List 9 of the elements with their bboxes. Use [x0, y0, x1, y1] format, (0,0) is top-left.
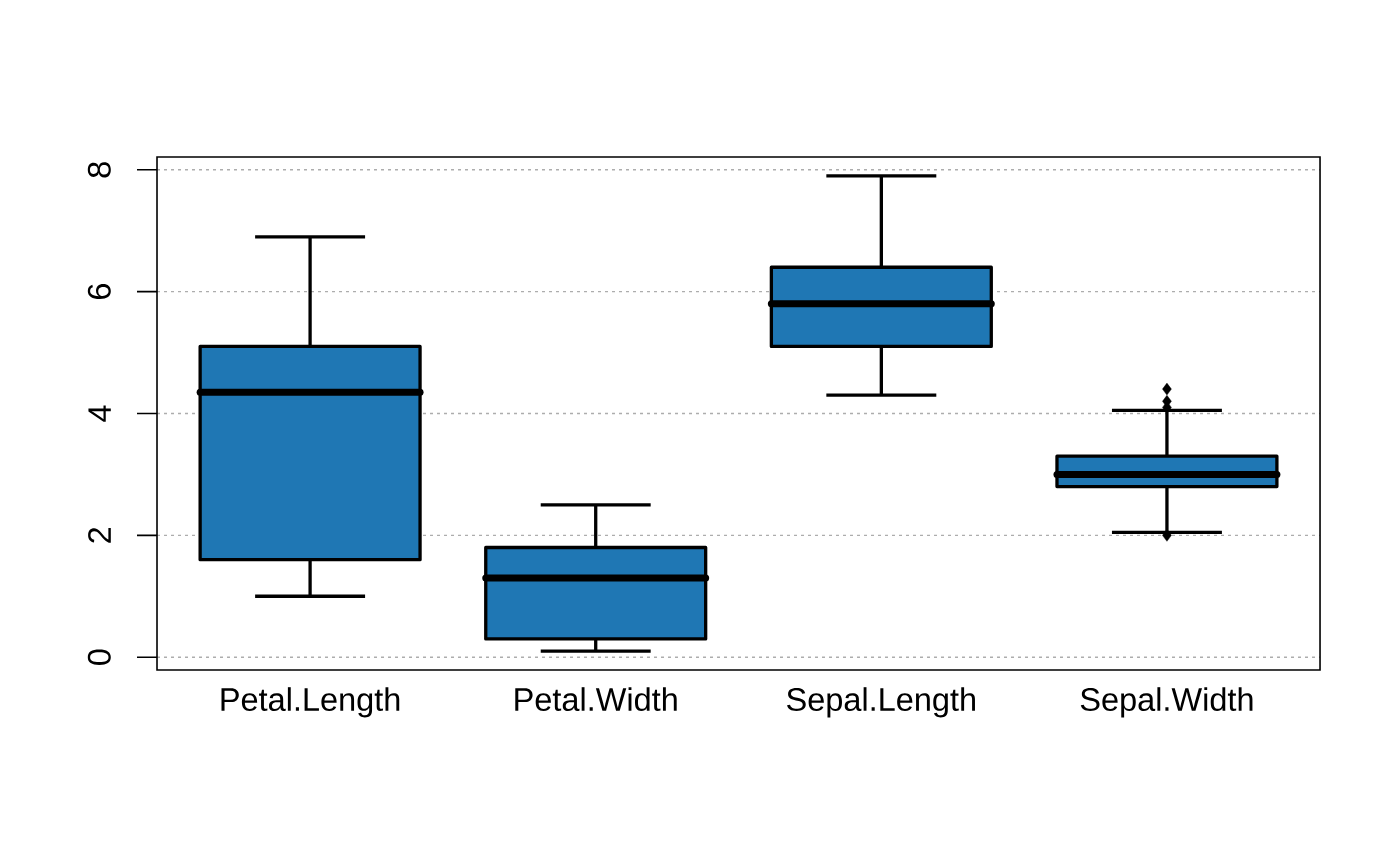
y-tick-label: 2 [88, 527, 111, 543]
y-tick-label: 4 [88, 405, 111, 422]
y-tick-label: 6 [87, 284, 111, 300]
y-tick-label: 8 [87, 162, 111, 178]
x-tick-label: Petal.Width [515, 687, 677, 712]
x-tick-label: Petal.Length [221, 687, 400, 718]
y-tick-label: 0 [87, 649, 111, 665]
x-tick-label: Sepal.Width [1080, 687, 1253, 718]
x-tick-label: Sepal.Length [787, 687, 975, 718]
